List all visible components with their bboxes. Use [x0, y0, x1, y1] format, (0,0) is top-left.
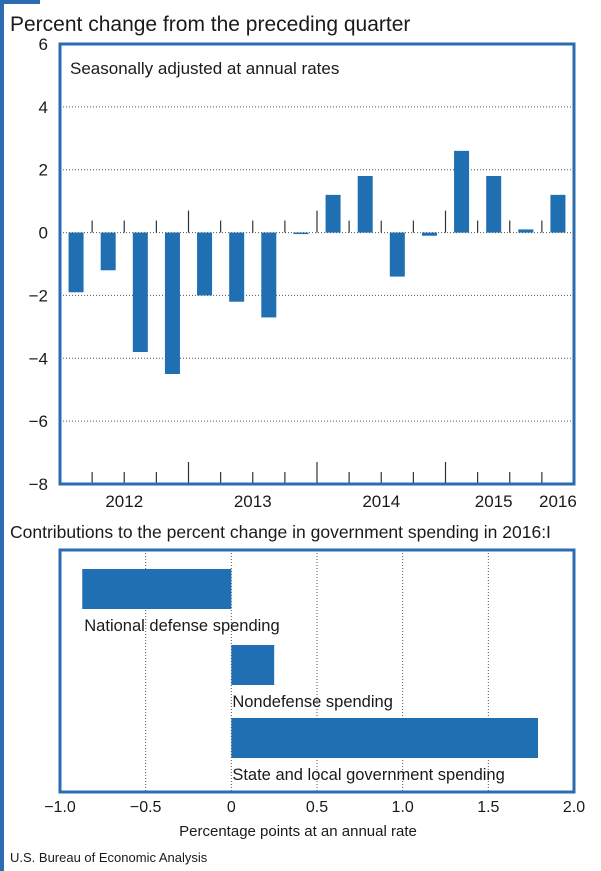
top-year-label: 2016 — [539, 492, 577, 511]
top-y-tick-labels: 6 4 2 0 −2 −4 −6 −8 — [29, 35, 48, 494]
top-chart-title: Percent change from the preceding quarte… — [10, 13, 411, 36]
top-year-label: 2013 — [234, 492, 272, 511]
top-bars — [68, 150, 566, 374]
top-bar — [357, 176, 373, 233]
top-bar — [454, 150, 470, 233]
top-y-tick-label: −2 — [29, 286, 48, 305]
top-y-tick-label: 4 — [39, 98, 48, 117]
bottom-x-tick-labels: −1.0 −0.5 0 0.5 1.0 1.5 2.0 — [44, 799, 585, 816]
bottom-x-tick-label: 1.5 — [477, 799, 499, 816]
top-bar — [389, 232, 405, 277]
bottom-bars: National defense spending Nondefense spen… — [82, 569, 539, 784]
left-accent-rule — [0, 0, 4, 871]
bottom-bar — [231, 645, 275, 685]
bottom-x-tick-label: −1.0 — [44, 799, 76, 816]
bottom-bar-label: National defense spending — [84, 617, 279, 635]
bottom-x-tick-label: 0 — [227, 799, 236, 816]
top-bar — [197, 232, 213, 296]
top-year-labels: 2012 2013 2014 2015 2016 — [105, 492, 577, 511]
top-ticks — [91, 210, 543, 484]
bottom-bar-label: Nondefense spending — [232, 693, 393, 711]
top-bar — [164, 232, 180, 374]
bottom-x-tick-label: 1.0 — [392, 799, 414, 816]
top-bar — [229, 232, 245, 302]
top-chart-subtitle: Seasonally adjusted at annual rates — [70, 59, 339, 78]
top-bar — [100, 232, 116, 271]
top-bar — [261, 232, 277, 318]
top-year-label: 2012 — [105, 492, 143, 511]
top-y-tick-label: −4 — [29, 349, 48, 368]
bottom-bar — [231, 718, 539, 758]
quarterly-change-chart: Seasonally adjusted at annual rates 6420… — [29, 35, 577, 511]
top-year-label: 2014 — [362, 492, 400, 511]
top-bar — [486, 176, 502, 233]
source-note: U.S. Bureau of Economic Analysis — [10, 850, 208, 865]
bottom-chart-title: Contributions to the percent change in g… — [10, 522, 551, 542]
bottom-bar — [82, 569, 232, 609]
top-plot-frame — [58, 42, 576, 486]
top-bar — [325, 194, 341, 233]
bottom-plot-frame — [58, 548, 576, 794]
top-year-label: 2015 — [475, 492, 513, 511]
top-y-tick-label: −6 — [29, 412, 48, 431]
top-y-tick-label: 0 — [39, 224, 48, 243]
top-bar — [68, 232, 84, 293]
bottom-x-tick-label: −0.5 — [130, 799, 162, 816]
bottom-bar-label: State and local government spending — [232, 766, 504, 784]
bottom-x-tick-label: 2.0 — [563, 799, 585, 816]
top-y-tick-label: 2 — [39, 161, 48, 180]
top-bar — [550, 194, 566, 233]
bottom-x-axis-label: Percentage points at an annual rate — [179, 823, 417, 840]
bottom-x-tick-label: 0.5 — [306, 799, 328, 816]
top-bar — [132, 232, 148, 352]
top-y-tick-label: −8 — [29, 475, 48, 494]
top-bar — [293, 232, 309, 235]
top-accent-rule — [0, 0, 40, 4]
top-bar — [421, 232, 437, 236]
top-y-tick-label: 6 — [39, 35, 48, 54]
top-bar — [518, 229, 534, 233]
